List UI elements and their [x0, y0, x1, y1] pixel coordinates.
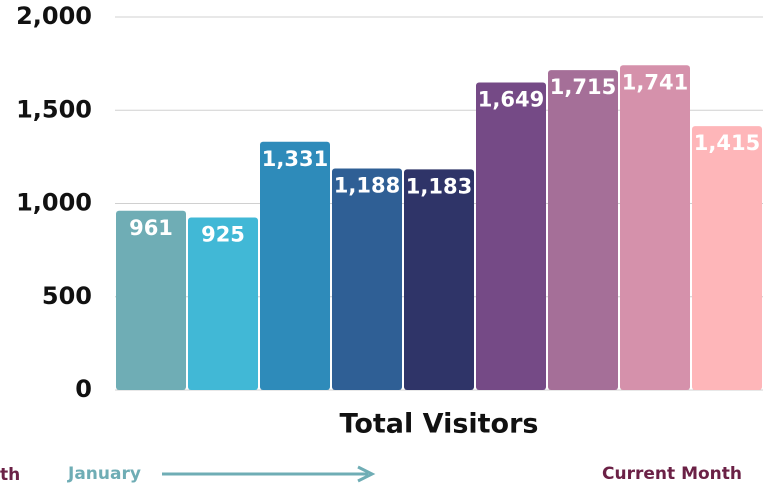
y-tick-label: 0 [75, 375, 92, 403]
bar [476, 82, 546, 391]
y-tick-label: 2,000 [16, 2, 92, 30]
annotation: th [0, 465, 20, 485]
y-tick-label: 1,000 [16, 189, 92, 217]
bar [260, 141, 330, 390]
x-axis-label: Total Visitors [339, 409, 538, 440]
bar [332, 168, 402, 390]
value-label: 1,741 [622, 70, 688, 94]
value-label: 1,331 [262, 147, 328, 171]
value-label: 1,188 [334, 173, 400, 197]
annotation: Current Month [602, 464, 742, 484]
annotation: January [67, 464, 141, 484]
value-label: 1,649 [478, 87, 544, 111]
y-tick-label: 1,500 [16, 95, 92, 123]
bar [116, 210, 186, 390]
bar [548, 70, 618, 390]
bar [404, 169, 474, 390]
bar [620, 65, 690, 390]
value-label: 1,715 [550, 75, 616, 99]
y-tick-label: 500 [42, 282, 92, 310]
bar [188, 217, 258, 390]
value-label: 1,183 [406, 174, 472, 198]
value-label: 961 [129, 216, 173, 240]
value-label: 1,415 [694, 131, 760, 155]
bar [692, 126, 762, 390]
arrow-head [357, 465, 376, 483]
value-label: 925 [201, 222, 245, 246]
